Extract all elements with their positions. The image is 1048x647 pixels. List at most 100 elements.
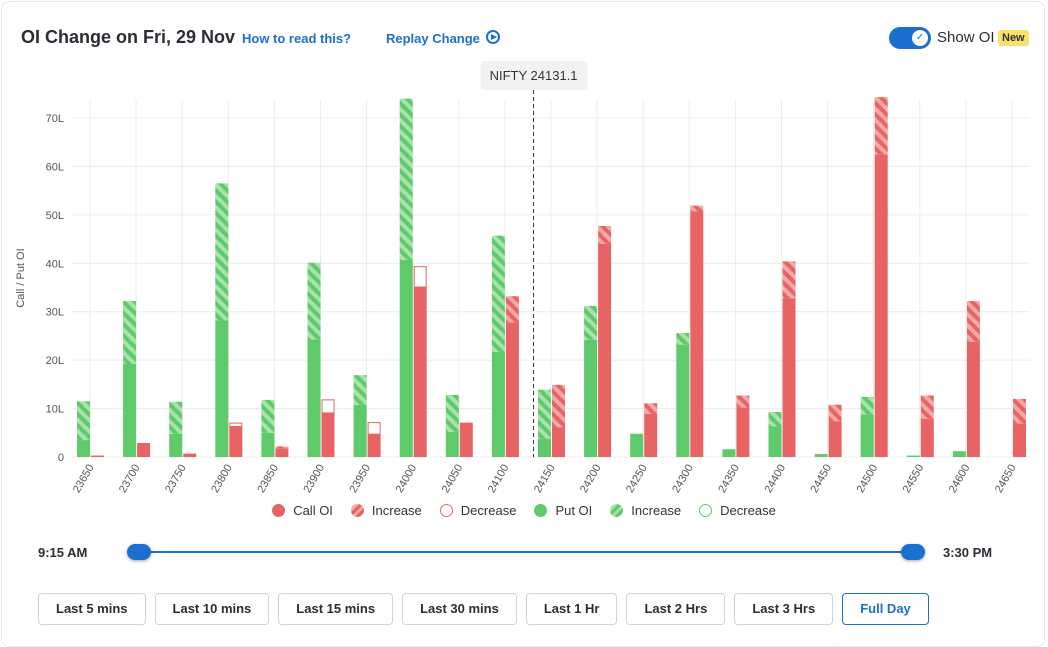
put-oi-bar [860, 414, 874, 457]
put-increase-bar [307, 262, 321, 340]
legend-label: Decrease [460, 503, 517, 518]
put-oi-bar [584, 339, 598, 457]
time-range-track[interactable] [139, 551, 913, 553]
call-oi-bar [91, 455, 104, 457]
call-decrease-bar [367, 422, 381, 435]
put-decrease-swatch-icon [699, 504, 713, 517]
call-increase-bar [966, 301, 980, 342]
call-oi-bar [505, 322, 519, 457]
put-oi-bar [491, 351, 505, 457]
time-range-buttons: Last 5 mins Last 10 mins Last 15 mins Last … [38, 593, 929, 625]
range-button-last-10-mins[interactable]: Last 10 mins [154, 593, 270, 625]
put-increase-swatch-icon [610, 504, 624, 517]
slider-end-handle[interactable] [901, 544, 925, 560]
call-swatch-icon [272, 504, 286, 517]
y-tick-label: 70L [46, 113, 64, 125]
y-tick-label: 0 [58, 452, 64, 464]
x-tick-label: 24600 [947, 463, 973, 495]
call-decrease-bar [229, 422, 243, 427]
spot-price-tag [480, 61, 588, 90]
legend-item[interactable]: Call OI [272, 503, 333, 518]
legend-label: Put OI [555, 503, 593, 518]
call-oi-bar [229, 426, 243, 457]
put-increase-bar [538, 389, 551, 439]
legend-item[interactable]: Increase [610, 503, 681, 518]
put-increase-bar [261, 399, 275, 433]
call-oi-bar [321, 412, 335, 457]
range-button-last-2-hrs[interactable]: Last 2 Hrs [626, 593, 726, 625]
call-increase-bar [275, 446, 289, 449]
call-oi-bar [920, 418, 934, 457]
legend-label: Decrease [720, 503, 776, 518]
x-tick-label: 24500 [855, 463, 881, 495]
legend-item[interactable]: Put OI [534, 503, 592, 518]
call-increase-bar [1013, 398, 1026, 424]
put-oi-bar [307, 339, 321, 457]
call-oi-bar [782, 298, 796, 457]
put-oi-bar [445, 431, 459, 457]
range-button-full-day[interactable]: Full Day [842, 593, 929, 625]
call-oi-bar [552, 427, 565, 457]
put-oi-bar [768, 426, 782, 457]
x-tick-label: 23950 [348, 463, 374, 495]
range-button-last-30-mins[interactable]: Last 30 mins [402, 593, 517, 625]
y-axis-label: Call / Put OI [15, 248, 27, 307]
put-increase-bar [399, 98, 413, 260]
put-swatch-icon [534, 504, 548, 517]
x-tick-label: 23750 [163, 463, 189, 495]
slider-start-handle[interactable] [127, 544, 151, 560]
put-oi-bar [353, 404, 367, 457]
put-oi-bar [77, 440, 90, 457]
play-circle-icon[interactable] [486, 30, 500, 44]
x-tick-label: 24250 [624, 463, 650, 495]
call-increase-bar [782, 261, 796, 299]
call-increase-bar [598, 225, 612, 244]
show-oi-toggle[interactable]: ✓ [889, 27, 931, 49]
x-tick-label: 24150 [532, 463, 558, 495]
y-tick-label: 60L [46, 161, 64, 173]
put-oi-bar [399, 259, 413, 457]
slider-end-time: 3:30 PM [943, 545, 993, 560]
call-increase-bar [690, 205, 704, 212]
y-tick-label: 50L [46, 210, 64, 222]
y-tick-label: 40L [46, 258, 64, 270]
legend-item[interactable]: Decrease [439, 503, 517, 518]
put-oi-bar [630, 433, 644, 457]
put-oi-bar [215, 320, 229, 457]
spot-price-label: NIFTY 24131.1 [490, 68, 578, 83]
legend-item[interactable]: Increase [350, 503, 422, 518]
y-tick-label: 30L [46, 307, 64, 319]
put-oi-bar [169, 433, 183, 457]
check-icon: ✓ [912, 30, 928, 46]
call-increase-bar [736, 395, 750, 408]
legend-label: Call OI [293, 503, 333, 518]
put-increase-bar [215, 183, 229, 321]
y-tick-label: 20L [46, 355, 64, 367]
replay-change-link[interactable]: Replay Change [386, 31, 480, 46]
legend-item[interactable]: Decrease [699, 503, 776, 518]
put-increase-bar [123, 301, 137, 365]
call-oi-bar [413, 287, 427, 457]
call-oi-bar [874, 154, 888, 458]
call-decrease-bar [413, 266, 427, 288]
call-oi-bar [598, 243, 612, 457]
range-button-last-15-mins[interactable]: Last 15 mins [278, 593, 394, 625]
how-to-read-link[interactable]: How to read this? [242, 31, 352, 46]
x-tick-label: 24000 [394, 463, 420, 495]
call-decrease-bar [321, 399, 335, 414]
x-tick-label: 23900 [301, 463, 327, 495]
x-tick-label: 23700 [117, 463, 143, 495]
put-oi-bar [814, 454, 828, 457]
put-oi-bar [722, 449, 736, 457]
call-oi-bar [275, 448, 289, 457]
range-button-last-1-hr[interactable]: Last 1 Hr [525, 593, 618, 625]
call-decrease-swatch-icon [439, 504, 453, 517]
page-title: OI Change on Fri, 29 Nov [21, 27, 236, 47]
chart-legend: Call OI Increase Decrease Put OI Increase Dec… [0, 503, 1048, 518]
range-button-last-5-mins[interactable]: Last 5 mins [38, 593, 146, 625]
range-button-last-3-hrs[interactable]: Last 3 Hrs [734, 593, 834, 625]
put-oi-bar [952, 451, 966, 457]
put-increase-bar [169, 401, 183, 434]
x-tick-label: 23800 [209, 463, 235, 495]
